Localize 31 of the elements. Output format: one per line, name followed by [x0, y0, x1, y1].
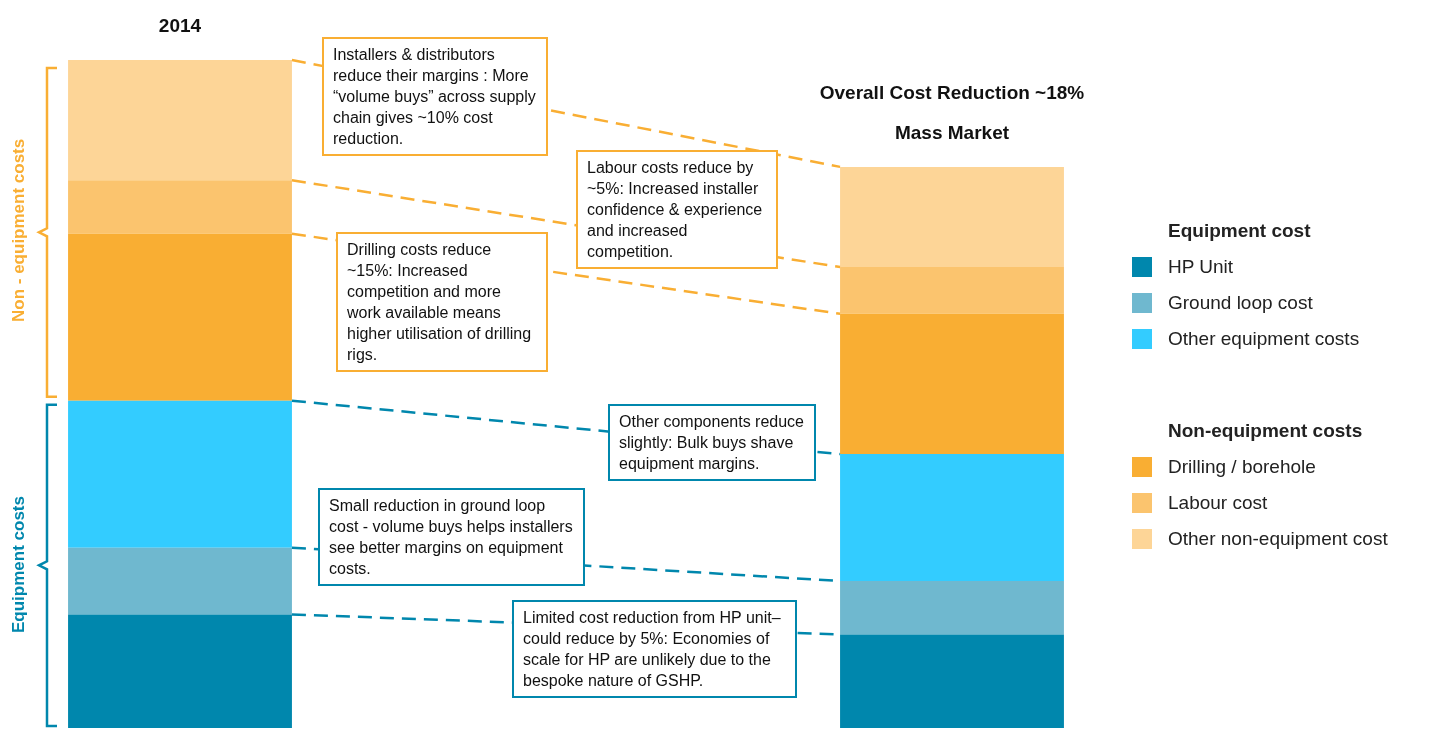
bar — [840, 454, 1064, 582]
legend-label: Other equipment costs — [1168, 328, 1360, 350]
annotation: Non - equipment costs — [9, 138, 29, 322]
annotation: Equipment costs — [9, 495, 29, 633]
bar — [840, 313, 1064, 455]
bar — [68, 400, 292, 548]
bar — [68, 547, 292, 615]
bar — [840, 166, 1064, 268]
bar — [68, 614, 292, 728]
bar — [840, 581, 1064, 635]
bar — [68, 233, 292, 401]
legend-label: Labour cost — [1168, 492, 1268, 514]
annotation: Drilling costs reduce ~15%: Increased competition and more work available means higher utilisation of drilling rigs. — [336, 232, 548, 372]
annotation: Non-equipment costs — [1168, 420, 1364, 442]
legend-label: HP Unit — [1168, 256, 1234, 278]
legend-label: Ground loop cost — [1168, 292, 1313, 314]
legend-label: Drilling / borehole — [1168, 456, 1316, 478]
annotation: Other components reduce slightly: Bulk buys shave equipment margins. — [608, 404, 816, 481]
bar — [68, 60, 292, 181]
bar — [68, 180, 292, 234]
annotation: Limited cost reduction from HP unit– could reduce by 5%: Economies of scale for HP are unlikely due to the bespoke nature of GSHP. — [512, 600, 797, 698]
annotation: Small reduction in ground loop cost - volume buys helps installers see better margins on equipment costs. — [318, 488, 585, 586]
legend-label: Other non-equipment cost — [1168, 528, 1388, 550]
x-tick-label: Mass Market — [894, 122, 1010, 144]
annotation: Equipment cost — [1168, 220, 1312, 242]
bar — [840, 634, 1064, 728]
x-tick-label: 2014 — [158, 15, 202, 37]
annotation: Labour costs reduce by ~5%: Increased installer confidence & experience and increased competition. — [576, 150, 778, 269]
bar — [840, 267, 1064, 314]
annotation: Installers & distributors reduce their margins : More “volume buys” across supply chain gives ~10% cost reduction. — [322, 37, 548, 156]
annotation: Overall Cost Reduction ~18% — [819, 82, 1085, 104]
